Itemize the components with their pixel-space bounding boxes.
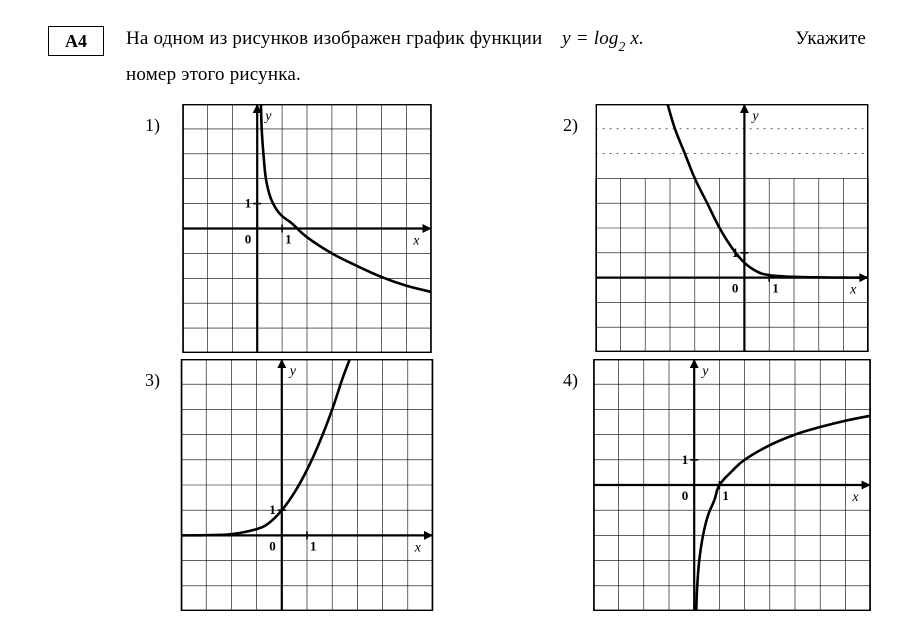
svg-text:y: y (263, 109, 272, 124)
question-text-line2: номер этого рисунка. (126, 60, 871, 90)
question-text-before: На одном из рисунков изображен график фу… (126, 28, 542, 49)
svg-text:y: y (288, 364, 297, 379)
svg-text:1: 1 (269, 502, 276, 517)
svg-text:0: 0 (732, 280, 739, 295)
panel-1: 1) y x 0 1 1 (130, 104, 448, 353)
chart-2: yx011 (584, 104, 880, 352)
panel-4: 4) y x 0 1 1 (548, 359, 880, 611)
panel-4-label: 4) (548, 359, 578, 391)
panel-3-label: 3) (130, 359, 160, 391)
svg-text:1: 1 (285, 231, 292, 246)
svg-text:1: 1 (722, 488, 729, 503)
panel-1-label: 1) (130, 104, 160, 136)
svg-text:1: 1 (682, 452, 689, 467)
svg-text:x: x (849, 282, 857, 297)
svg-text:y: y (700, 364, 709, 379)
panel-3: 3) y x 0 1 1 (130, 359, 448, 611)
svg-text:0: 0 (682, 488, 689, 503)
question-id-box: A4 (48, 26, 104, 56)
svg-text:x: x (414, 540, 422, 555)
svg-text:x: x (412, 233, 420, 248)
svg-text:1: 1 (245, 195, 252, 210)
svg-text:1: 1 (772, 280, 779, 295)
question-id: A4 (65, 31, 87, 51)
svg-text:0: 0 (269, 538, 276, 553)
svg-text:y: y (750, 109, 759, 124)
chart-4: y x 0 1 1 (584, 359, 880, 611)
question-formula: y = log2 x. (562, 28, 644, 49)
question-text: На одном из рисунков изображен график фу… (126, 24, 871, 90)
svg-text:1: 1 (310, 538, 317, 553)
chart-1: y x 0 1 1 (166, 104, 448, 353)
chart-3: y x 0 1 1 (166, 359, 448, 611)
svg-text:0: 0 (245, 231, 252, 246)
charts-grid: 1) y x 0 1 1 2) y x 0 1 1 3) y x 0 1 1 4) y x 0 1 1 (130, 104, 871, 611)
panel-2: 2) yx011 (548, 104, 880, 353)
panel-2-label: 2) (548, 104, 578, 136)
question-text-after: Укажите (795, 24, 866, 60)
svg-text:x: x (851, 490, 859, 505)
